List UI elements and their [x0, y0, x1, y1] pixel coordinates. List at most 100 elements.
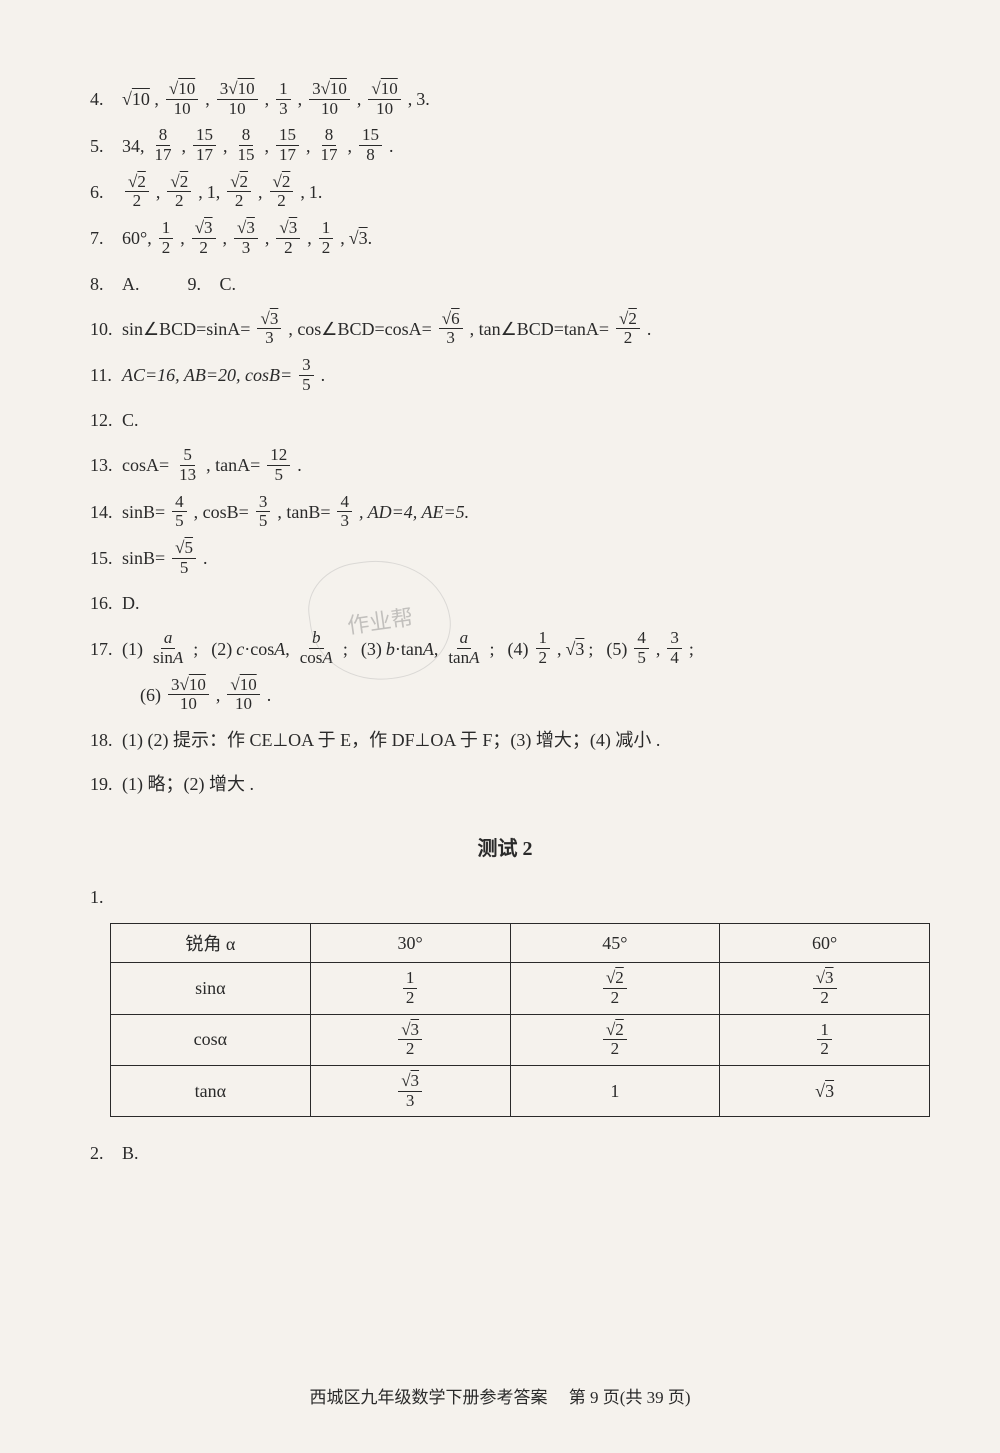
q12-num: 12. [90, 402, 118, 438]
q11-text: AC=16, AB=20, cosB= [122, 357, 292, 393]
answer-19: 19. (1) 略；(2) 增大 . [90, 766, 920, 802]
q15-lhs: sinB= [122, 540, 165, 576]
sin30: 12 [310, 963, 510, 1014]
q4-f2: 3√1010 [217, 80, 258, 118]
col-alpha: 锐角 α [111, 924, 311, 963]
q7-v5: √3. [349, 220, 372, 256]
q17-p4-t: √3 [566, 631, 585, 667]
cos30: √32 [310, 1014, 510, 1065]
cos45: √22 [510, 1014, 720, 1065]
s2-q1: 1. [90, 879, 920, 915]
q11-suffix: . [321, 357, 326, 393]
table-row: sinα 12 √22 √32 [111, 963, 930, 1014]
q7-num: 7. [90, 220, 118, 256]
q16-val: D. [122, 585, 140, 621]
q11-frac: 35 [299, 356, 314, 394]
q17-num: 17. [90, 631, 118, 667]
q18-text: (1) (2) 提示：作 CE⊥OA 于 E，作 DF⊥OA 于 F；(3) 增… [122, 722, 660, 758]
q7-f0: 12 [159, 219, 174, 257]
q7-f2: √33 [234, 219, 258, 257]
q4-v0: √10 , [122, 81, 159, 117]
q14-a-lhs: sinB= [122, 494, 165, 530]
q5-f2: 815 [235, 126, 258, 164]
answer-14: 14. sinB= 45 , cosB= 35 , tanB= 43 , AD=… [90, 493, 920, 531]
q14-num: 14. [90, 494, 118, 530]
q15-num: 15. [90, 540, 118, 576]
q10-p1-lhs: , cos∠BCD=cosA= [288, 311, 431, 347]
tan45: 1 [510, 1065, 720, 1116]
q10-p2-frac: √22 [616, 310, 640, 348]
q9-val: C. [220, 266, 237, 302]
q4-f3: 13 [276, 80, 291, 118]
q7-f3: √32 [276, 219, 300, 257]
tan60: √3 [720, 1065, 930, 1116]
answer-8-9: 8. A. 9. C. [90, 266, 920, 302]
q4-f1: √1010 [166, 80, 198, 118]
q19-text: (1) 略；(2) 增大 . [122, 766, 254, 802]
q17-p6-f1: 3√1010 [168, 676, 209, 714]
q5-f4: 817 [318, 126, 341, 164]
q17-p4-f: 12 [536, 629, 551, 667]
q17-p6-f2: √1010 [227, 676, 259, 714]
q14-a-frac: 45 [172, 493, 187, 531]
footer-right: 第 9 页(共 39 页) [569, 1388, 691, 1407]
footer-left: 西城区九年级数学下册参考答案 [309, 1388, 547, 1407]
q6-v5: 1. [309, 174, 323, 210]
q5-f1: 1517 [193, 126, 216, 164]
q15-frac: √55 [172, 539, 196, 577]
q4-num: 4. [90, 81, 118, 117]
answer-4: 4. √10 , √1010, 3√1010, 13, 3√1010, √101… [90, 80, 920, 118]
q9-num: 9. [188, 266, 216, 302]
q17-p1-f: asinA [150, 629, 186, 667]
answer-12: 12. C. [90, 402, 920, 438]
q8-num: 8. [90, 266, 118, 302]
trig-table: 锐角 α 30° 45° 60° sinα 12 √22 √32 cosα √3… [110, 923, 930, 1117]
answer-5: 5. 34, 817, 1517, 815, 1517, 817, 158. [90, 126, 920, 164]
q13-suffix: . [297, 447, 302, 483]
col-30: 30° [310, 924, 510, 963]
q10-p0-frac: √33 [257, 310, 281, 348]
q4-v6: 3. [416, 81, 430, 117]
q6-num: 6. [90, 174, 118, 210]
q11-num: 11. [90, 357, 118, 393]
answer-7: 7. 60°, 12, √32, √33, √32, 12, √3. [90, 219, 920, 257]
q16-num: 16. [90, 585, 118, 621]
col-45: 45° [510, 924, 720, 963]
answer-18: 18. (1) (2) 提示：作 CE⊥OA 于 E，作 DF⊥OA 于 F；(… [90, 722, 920, 758]
q4-f4: 3√1010 [309, 80, 350, 118]
section-2-title: 测试 2 [90, 832, 920, 861]
q5-f3: 1517 [276, 126, 299, 164]
q5-lead: 34, [122, 128, 145, 164]
page-footer: 西城区九年级数学下册参考答案 第 9 页(共 39 页) [0, 1383, 1000, 1408]
s2-q1-num: 1. [90, 879, 118, 915]
s2-q2: 2. B. [90, 1135, 920, 1171]
q17-p4-label: (4) [508, 631, 529, 667]
q19-num: 19. [90, 766, 118, 802]
q17-p6-suffix: . [267, 677, 272, 713]
q14-c-frac: 43 [337, 493, 352, 531]
table-row: tanα √33 1 √3 [111, 1065, 930, 1116]
row-cos-label: cosα [111, 1014, 311, 1065]
table-row: 锐角 α 30° 45° 60° [111, 924, 930, 963]
q6-f0: √22 [125, 173, 149, 211]
sin60: √32 [720, 963, 930, 1014]
q10-suffix: . [647, 311, 652, 347]
q17-p1-label: (1) [122, 631, 143, 667]
q5-num: 5. [90, 128, 118, 164]
q17-p2-t: c·cosA, [236, 631, 290, 667]
answer-10: 10. sin∠BCD=sinA= √33 , cos∠BCD=cosA= √6… [90, 310, 920, 348]
q17-p5-f1: 45 [634, 629, 649, 667]
answer-13: 13. cosA= 513 , tanA= 125 . [90, 446, 920, 484]
sin45: √22 [510, 963, 720, 1014]
cos60: 12 [720, 1014, 930, 1065]
row-tan-label: tanα [111, 1065, 311, 1116]
q13-a-frac: 513 [176, 446, 199, 484]
q5-f5: 158 [359, 126, 382, 164]
q12-val: C. [122, 402, 139, 438]
q4-f5: √1010 [368, 80, 400, 118]
q17-p2-f: bcosA [297, 629, 336, 667]
q5-f0: 817 [152, 126, 175, 164]
q8-val: A. [122, 266, 140, 302]
answer-15: 15. sinB= √55 . [90, 539, 920, 577]
q17-p6-label: (6) [140, 677, 161, 713]
